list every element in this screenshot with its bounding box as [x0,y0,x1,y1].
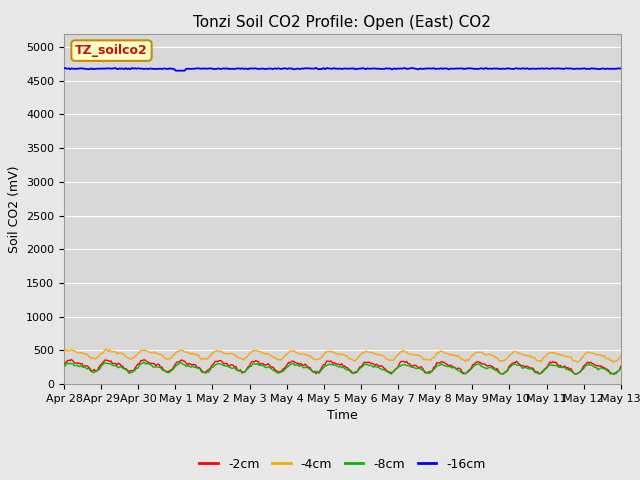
Y-axis label: Soil CO2 (mV): Soil CO2 (mV) [8,165,20,252]
Legend: -2cm, -4cm, -8cm, -16cm: -2cm, -4cm, -8cm, -16cm [194,453,491,476]
Text: TZ_soilco2: TZ_soilco2 [75,44,148,57]
X-axis label: Time: Time [327,409,358,422]
Title: Tonzi Soil CO2 Profile: Open (East) CO2: Tonzi Soil CO2 Profile: Open (East) CO2 [193,15,492,30]
